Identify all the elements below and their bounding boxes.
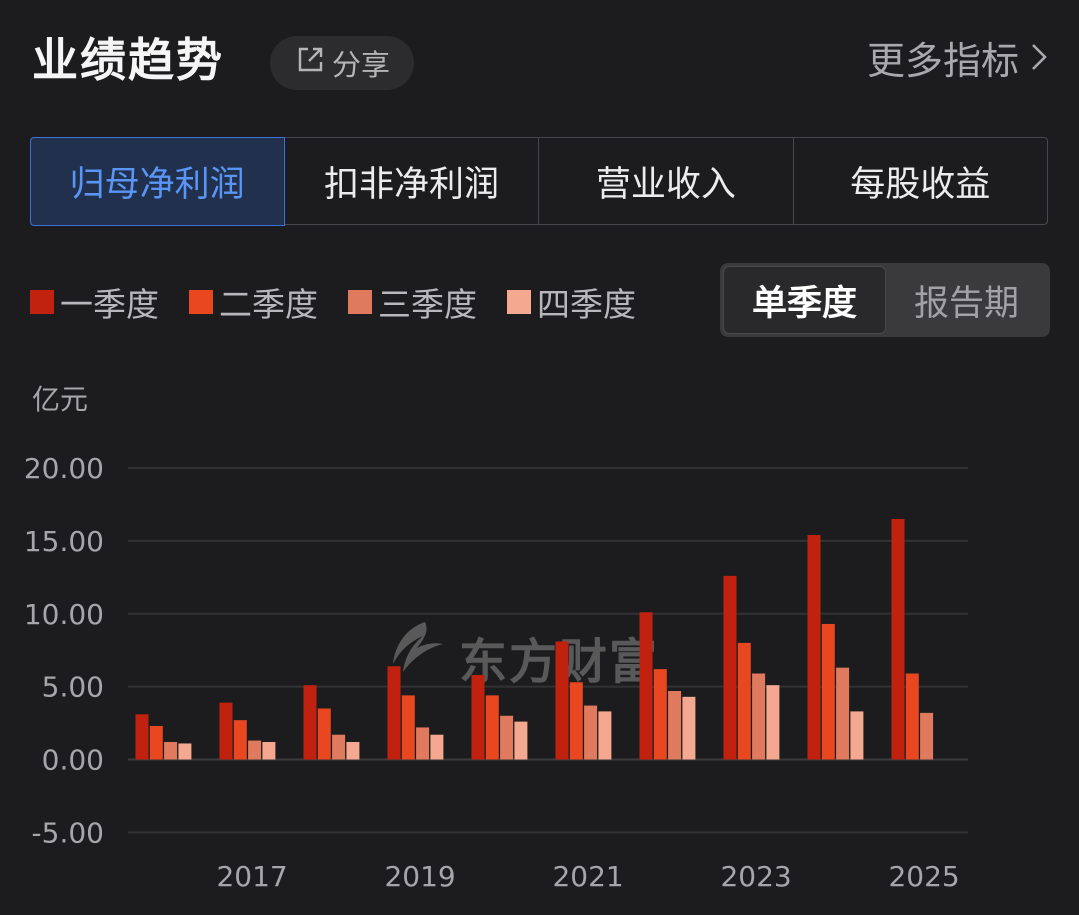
bar-2021-q2[interactable] bbox=[569, 682, 583, 760]
legend-swatch-q3 bbox=[348, 290, 372, 314]
x-tick-label: 2025 bbox=[888, 860, 959, 893]
bar-2020-q1[interactable] bbox=[471, 674, 485, 760]
y-tick-label: 10.00 bbox=[24, 598, 104, 631]
bar-2017-q4[interactable] bbox=[262, 742, 276, 760]
bar-2018-q3[interactable] bbox=[332, 734, 346, 760]
logo-icon bbox=[385, 618, 451, 696]
legend-item-q4[interactable]: 四季度 bbox=[507, 278, 636, 326]
bar-2019-q4[interactable] bbox=[430, 734, 444, 760]
tab-net-profit-parent[interactable]: 归母净利润 bbox=[29, 136, 285, 226]
x-tick-label: 2023 bbox=[720, 860, 791, 893]
legend-label-q1: 一季度 bbox=[60, 285, 159, 324]
report-period-button[interactable]: 报告期 bbox=[913, 283, 1019, 324]
y-tick-label: 5.00 bbox=[42, 671, 104, 704]
bar-2022-q1[interactable] bbox=[639, 612, 653, 760]
bar-2017-q3[interactable] bbox=[248, 740, 262, 760]
bar-2018-q4[interactable] bbox=[346, 742, 360, 760]
y-tick-label: 20.00 bbox=[24, 452, 104, 485]
bar-2016-q1[interactable] bbox=[135, 714, 149, 760]
legend-label-q4: 四季度 bbox=[537, 285, 636, 324]
share-button[interactable]: 分享 bbox=[270, 36, 414, 90]
bar-2020-q4[interactable] bbox=[514, 721, 528, 760]
chart-legend: 一季度 二季度 三季度 四季度 bbox=[30, 278, 666, 326]
bar-2024-q2[interactable] bbox=[821, 623, 835, 760]
x-tick-label: 2019 bbox=[384, 860, 455, 893]
bar-2018-q1[interactable] bbox=[303, 685, 317, 760]
share-label: 分享 bbox=[331, 48, 390, 82]
bar-2016-q3[interactable] bbox=[164, 742, 178, 760]
bar-2024-q1[interactable] bbox=[807, 535, 821, 760]
bar-2022-q2[interactable] bbox=[653, 669, 667, 760]
bar-2022-q3[interactable] bbox=[668, 690, 682, 760]
x-tick-label: 2017 bbox=[216, 860, 287, 893]
share-icon bbox=[294, 44, 326, 83]
bar-2023-q1[interactable] bbox=[723, 575, 737, 760]
legend-item-q3[interactable]: 三季度 bbox=[348, 278, 477, 326]
bar-2022-q4[interactable] bbox=[682, 696, 696, 760]
bar-2019-q1[interactable] bbox=[387, 666, 401, 760]
bar-2023-q3[interactable] bbox=[752, 673, 766, 760]
bar-2017-q2[interactable] bbox=[233, 720, 247, 760]
more-indicators-link[interactable]: 更多指标 bbox=[867, 30, 1049, 85]
legend-item-q1[interactable]: 一季度 bbox=[30, 278, 159, 326]
legend-label-q3: 三季度 bbox=[378, 285, 477, 324]
tab-net-profit-deducted[interactable]: 扣非净利润 bbox=[285, 138, 540, 224]
tab-eps[interactable]: 每股收益 bbox=[850, 164, 991, 205]
more-indicators-label: 更多指标 bbox=[866, 39, 1019, 83]
period-toggle: 单季度 报告期 bbox=[720, 263, 1050, 337]
bar-2017-q1[interactable] bbox=[219, 702, 233, 760]
bar-2021-q1[interactable] bbox=[555, 641, 569, 760]
bar-2025-q1[interactable] bbox=[891, 519, 905, 760]
x-tick-label: 2021 bbox=[552, 860, 623, 893]
single-quarter-button[interactable]: 单季度 bbox=[723, 266, 886, 334]
bar-2020-q3[interactable] bbox=[500, 715, 514, 760]
y-axis-unit: 亿元 bbox=[32, 383, 89, 416]
legend-swatch-q1 bbox=[30, 290, 54, 314]
bar-2021-q3[interactable] bbox=[584, 705, 598, 760]
bar-2023-q4[interactable] bbox=[766, 685, 780, 760]
bar-2018-q2[interactable] bbox=[317, 708, 331, 760]
bar-chart: 20.00 15.00 10.00 5.00 0.00 -5.00 2017 2019 202… bbox=[24, 452, 968, 893]
page-title: 业绩趋势 bbox=[32, 33, 224, 87]
tab-revenue[interactable]: 营业收入 bbox=[539, 138, 794, 224]
bar-2023-q2[interactable] bbox=[737, 642, 751, 760]
legend-label-q2: 二季度 bbox=[219, 285, 318, 324]
bar-2020-q2[interactable] bbox=[485, 695, 499, 760]
bar-2016-q2[interactable] bbox=[149, 725, 163, 760]
y-tick-label: 15.00 bbox=[24, 525, 104, 558]
bar-2019-q3[interactable] bbox=[416, 727, 430, 760]
y-tick-label: 0.00 bbox=[42, 744, 104, 777]
bar-2024-q4[interactable] bbox=[850, 711, 864, 760]
legend-item-q2[interactable]: 二季度 bbox=[189, 278, 318, 326]
header: 业绩趋势 分享 更多指标 bbox=[0, 0, 1079, 110]
bar-2016-q4[interactable] bbox=[178, 743, 192, 760]
legend-swatch-q2 bbox=[189, 290, 213, 314]
bar-2021-q4[interactable] bbox=[598, 711, 612, 760]
bar-2025-q2[interactable] bbox=[905, 673, 919, 760]
y-tick-label: -5.00 bbox=[32, 816, 104, 849]
bar-2024-q3[interactable] bbox=[836, 667, 850, 760]
chevron-right-icon bbox=[1029, 31, 1049, 84]
bar-2019-q2[interactable] bbox=[401, 695, 415, 760]
legend-swatch-q4 bbox=[507, 290, 531, 314]
bar-2025-q3[interactable] bbox=[920, 712, 934, 760]
indicator-tabs: 归母净利润 扣非净利润 营业收入 每股收益 bbox=[29, 136, 1048, 226]
